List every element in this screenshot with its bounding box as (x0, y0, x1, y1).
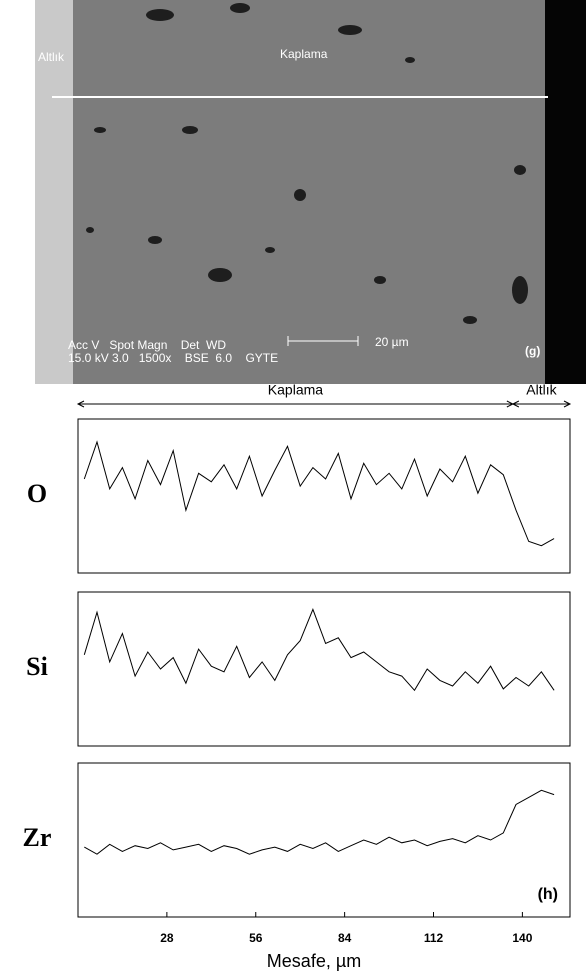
substrate-label: Altlık (38, 50, 65, 64)
panel-label: (h) (538, 886, 558, 903)
panel-label: (g) (525, 344, 540, 358)
region-label: Kaplama (268, 382, 323, 398)
element-label: O (27, 479, 47, 508)
coating-label: Kaplama (280, 47, 328, 61)
background-region (545, 0, 586, 384)
line-series (84, 790, 554, 854)
x-tick-label: 112 (424, 931, 444, 945)
x-tick-label: 28 (160, 931, 174, 945)
x-tick-label: 56 (249, 931, 263, 945)
sem-image: Altlık Kaplama Acc V Spot Magn Det WD 15… (35, 0, 586, 384)
plot-frame (78, 763, 570, 917)
scale-label: 20 µm (375, 335, 409, 349)
plot-frame (78, 592, 570, 746)
region-arrow (78, 401, 513, 407)
x-tick-label: 84 (338, 931, 352, 945)
line-series (84, 442, 554, 546)
region-arrow (513, 401, 570, 407)
line-series (84, 609, 554, 690)
x-tick-label: 140 (512, 931, 532, 945)
info-header: Acc V Spot Magn Det WD (68, 338, 226, 352)
figure: Altlık Kaplama Acc V Spot Magn Det WD 15… (0, 0, 586, 978)
plot-frame (78, 419, 570, 573)
element-label: Zr (23, 823, 52, 852)
x-axis-label: Mesafe, µm (267, 951, 361, 971)
info-values: 15.0 kV 3.0 1500x BSE 6.0 GYTE (68, 351, 278, 365)
region-label: Altlık (526, 382, 557, 398)
element-label: Si (26, 652, 48, 681)
